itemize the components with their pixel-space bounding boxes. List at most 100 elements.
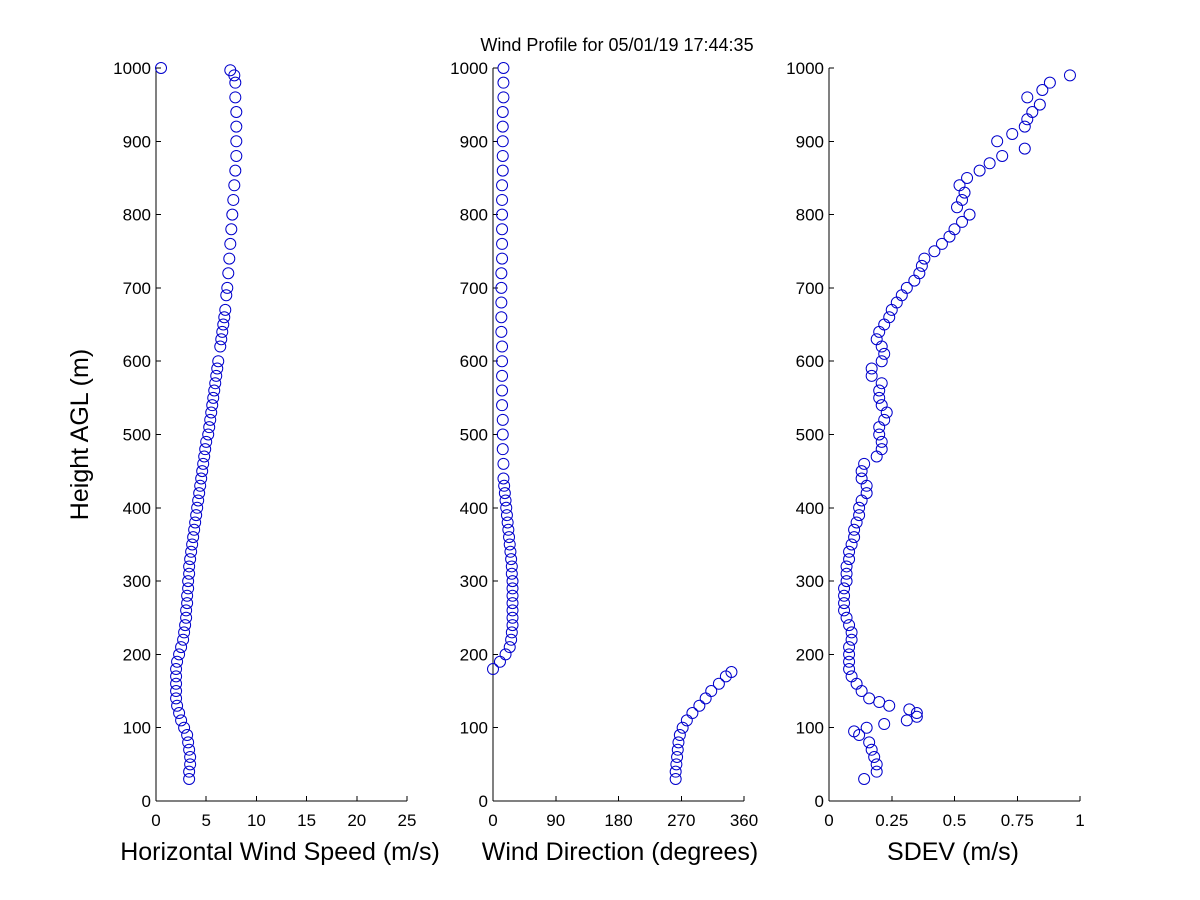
data-point [229,164,242,177]
data-point [188,523,201,536]
data-point [190,509,203,522]
data-point [843,545,856,558]
data-point [699,692,712,705]
data-point [883,311,896,324]
data-point [875,377,888,390]
data-point [860,487,873,500]
data-point [178,721,191,734]
data-point [223,252,236,265]
data-point [910,710,923,723]
data-point [848,531,861,544]
data-point [996,149,1009,162]
data-point [910,707,923,720]
x-tick-label: 270 [667,811,695,830]
data-point [496,413,509,426]
data-point [493,655,506,668]
data-point [487,663,499,676]
data-point [229,91,242,104]
data-point [676,721,689,734]
data-point [220,289,233,302]
data-point [858,457,871,470]
data-point [850,677,863,690]
data-point [865,362,878,375]
data-point [496,355,509,368]
data-point [855,465,868,478]
data-point [496,164,509,177]
data-point [496,193,509,206]
data-point [497,472,510,485]
data-point [883,699,896,712]
data-point [935,237,948,250]
data-point [951,201,964,214]
data-point [873,384,886,397]
data-point [890,296,903,309]
y-tick-label: 400 [460,499,488,518]
data-point [211,362,224,375]
data-point [496,384,509,397]
x-tick-label: 25 [398,811,417,830]
data-point [224,237,237,250]
x-tick-label: 90 [546,811,565,830]
data-point [838,589,851,602]
data-point [496,252,509,265]
data-point [875,355,888,368]
data-point [183,567,196,580]
y-tick-label: 100 [123,719,151,738]
y-tick-label: 1000 [786,59,824,78]
data-point [1018,142,1031,155]
y-tick-label: 200 [123,645,151,664]
data-point [179,619,192,632]
y-tick-label: 0 [479,792,488,811]
data-point [673,729,686,742]
data-point [177,633,190,646]
data-point [170,670,183,683]
data-point [973,164,986,177]
data-point [928,245,941,258]
data-point [878,718,891,731]
data-point [506,589,519,602]
data-point [693,699,706,712]
data-point [672,736,685,749]
data-point [170,685,183,698]
data-point [875,435,888,448]
data-point [186,538,199,551]
data-point [203,421,216,434]
data-point [845,538,858,551]
y-tick-label: 1000 [113,59,151,78]
data-point [222,267,235,280]
data-point [230,135,243,148]
data-point [198,450,211,463]
data-point [870,758,883,771]
data-point [838,597,851,610]
data-point [1021,113,1034,126]
data-point [216,325,229,338]
x-tick-label: 15 [297,811,316,830]
y-tick-label: 800 [796,206,824,225]
data-point [498,479,511,492]
data-point [183,560,196,573]
x-tick-label: 0.5 [943,811,967,830]
data-point [181,729,194,742]
data-point [848,523,861,536]
data-point [496,149,509,162]
data-point [180,604,193,617]
data-point [850,516,863,529]
data-point [875,399,888,412]
data-point [171,655,184,668]
data-point [943,230,956,243]
data-point [686,707,699,720]
y-tick-label: 900 [796,132,824,151]
data-point [170,692,183,705]
data-point [183,773,196,786]
data-point [189,516,202,529]
data-point [202,428,215,441]
y-tick-label: 300 [123,572,151,591]
data-point [206,399,219,412]
data-point [956,193,969,206]
data-point [178,626,191,639]
data-point [224,64,237,77]
data-point [865,743,878,756]
data-point [208,384,221,397]
data-point [915,259,928,272]
